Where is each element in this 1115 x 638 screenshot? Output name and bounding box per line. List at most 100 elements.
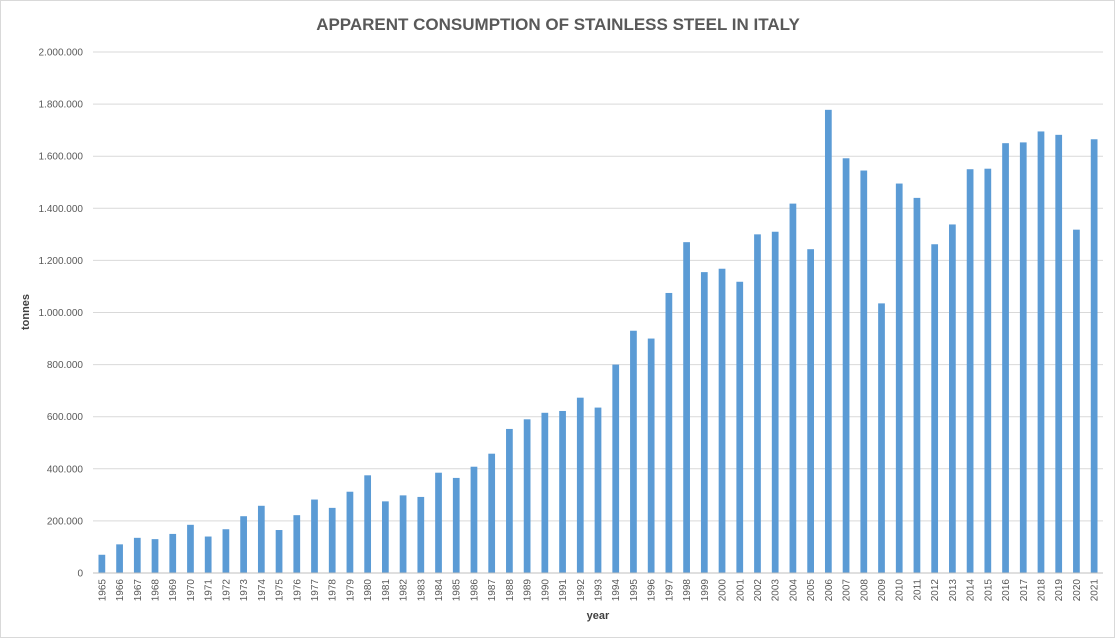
x-tick-label: 1966 <box>115 579 126 602</box>
bar-2014 <box>966 169 974 573</box>
y-axis-title: tonnes <box>20 294 32 330</box>
bar-1966 <box>116 544 123 573</box>
bar-1995 <box>630 330 637 573</box>
y-tick-label: 1.600.000 <box>39 152 84 163</box>
bar-1987 <box>488 453 496 573</box>
x-tick-label: 2002 <box>753 579 764 602</box>
x-axis-ticks: 1965 1966 1967 1968 1969 1970 1971 1972 1973 1974… <box>97 579 1100 602</box>
bar-1999 <box>700 272 708 573</box>
chart-title: APPARENT CONSUMPTION OF STAINLESS STEEL … <box>316 15 800 34</box>
x-tick-label: 2011 <box>912 579 923 601</box>
bar-1967 <box>133 537 141 573</box>
bar-1988 <box>506 428 513 573</box>
x-tick-label: 1997 <box>664 579 675 602</box>
bar-1991 <box>559 410 566 573</box>
bar-1969 <box>169 533 177 573</box>
x-tick-label: 1978 <box>328 579 339 602</box>
bar-1970 <box>187 524 194 573</box>
y-tick-label: 1.800.000 <box>39 100 84 111</box>
bar-1978 <box>328 507 336 573</box>
bar-1980 <box>364 475 372 573</box>
bar-1975 <box>275 530 283 573</box>
bar-2000 <box>718 268 726 573</box>
y-axis-ticks: 0 200.000 400.000 600.000 800.000 1.000.000 1.… <box>39 48 84 580</box>
bar-1973 <box>240 516 247 573</box>
x-tick-label: 1980 <box>363 579 374 602</box>
bar-2002 <box>754 234 761 573</box>
y-tick-label: 2.000.000 <box>39 48 84 59</box>
x-tick-label: 1985 <box>452 579 463 602</box>
x-tick-label: 1999 <box>700 579 711 602</box>
bar-1983 <box>417 496 425 573</box>
bar-1984 <box>435 472 442 573</box>
bar-1977 <box>311 499 318 573</box>
x-tick-label: 2000 <box>718 579 729 602</box>
bar-1986 <box>470 466 478 573</box>
bar-2016 <box>1002 143 1009 574</box>
x-tick-label: 1998 <box>682 579 693 602</box>
x-tick-label: 1965 <box>97 579 108 602</box>
bar-1965 <box>98 554 106 573</box>
bar-2006 <box>824 109 832 574</box>
bar-2005 <box>807 249 814 574</box>
bar-1985 <box>452 477 460 573</box>
x-tick-label: 2004 <box>788 579 799 602</box>
bar-2011 <box>913 197 921 573</box>
x-tick-label: 1983 <box>416 579 427 602</box>
bar-1972 <box>222 529 230 573</box>
bar-1981 <box>382 501 389 573</box>
bar-2012 <box>931 244 939 573</box>
bar-2010 <box>895 183 903 574</box>
bar-2004 <box>789 203 797 573</box>
x-tick-label: 1972 <box>221 579 232 602</box>
x-tick-label: 1990 <box>540 579 551 602</box>
y-tick-label: 600.000 <box>47 412 84 423</box>
x-tick-label: 1979 <box>345 579 356 602</box>
x-tick-label: 2020 <box>1072 579 1083 602</box>
x-tick-label: 1981 <box>381 579 392 602</box>
x-tick-label: 1982 <box>399 579 410 602</box>
x-tick-label: 1989 <box>523 579 534 602</box>
x-tick-label: 2008 <box>859 579 870 602</box>
x-axis-title: year <box>587 610 610 622</box>
x-tick-label: 2014 <box>966 579 977 602</box>
x-tick-label: 2012 <box>930 579 941 602</box>
y-tick-label: 200.000 <box>47 516 84 527</box>
x-tick-label: 1967 <box>133 579 144 602</box>
y-tick-label: 400.000 <box>47 464 84 475</box>
bar-2008 <box>860 170 868 573</box>
bar-1968 <box>151 539 159 573</box>
bar-2020 <box>1073 229 1080 573</box>
x-tick-label: 2017 <box>1019 579 1030 602</box>
bar-2017 <box>1019 142 1027 573</box>
x-tick-label: 2019 <box>1054 579 1065 602</box>
x-tick-label: 2003 <box>771 579 782 602</box>
x-tick-label: 1974 <box>257 579 268 602</box>
x-tick-label: 1969 <box>168 579 179 602</box>
bar-2009 <box>878 303 885 573</box>
bar-1982 <box>399 495 407 573</box>
y-tick-label: 1.000.000 <box>39 308 84 319</box>
x-tick-label: 2010 <box>895 579 906 602</box>
y-tick-label: 1.200.000 <box>39 256 84 267</box>
bar-1994 <box>612 364 620 573</box>
bar-2019 <box>1055 134 1063 574</box>
bar-1989 <box>523 419 531 573</box>
y-tick-label: 800.000 <box>47 360 84 371</box>
bar-2007 <box>842 158 850 573</box>
bar-2015 <box>984 168 992 574</box>
x-tick-label: 1976 <box>292 579 303 602</box>
bar-1993 <box>594 407 602 573</box>
bar-1990 <box>541 412 549 573</box>
x-tick-label: 1986 <box>469 579 480 602</box>
x-tick-label: 1975 <box>275 579 286 602</box>
bar-1979 <box>346 491 354 573</box>
bars <box>98 109 1098 574</box>
x-tick-label: 1993 <box>594 579 605 602</box>
x-tick-label: 2009 <box>877 579 888 602</box>
x-tick-label: 1973 <box>239 579 250 602</box>
y-tick-label: 1.400.000 <box>39 204 84 215</box>
bar-2003 <box>771 231 779 573</box>
x-tick-label: 1977 <box>310 579 321 602</box>
